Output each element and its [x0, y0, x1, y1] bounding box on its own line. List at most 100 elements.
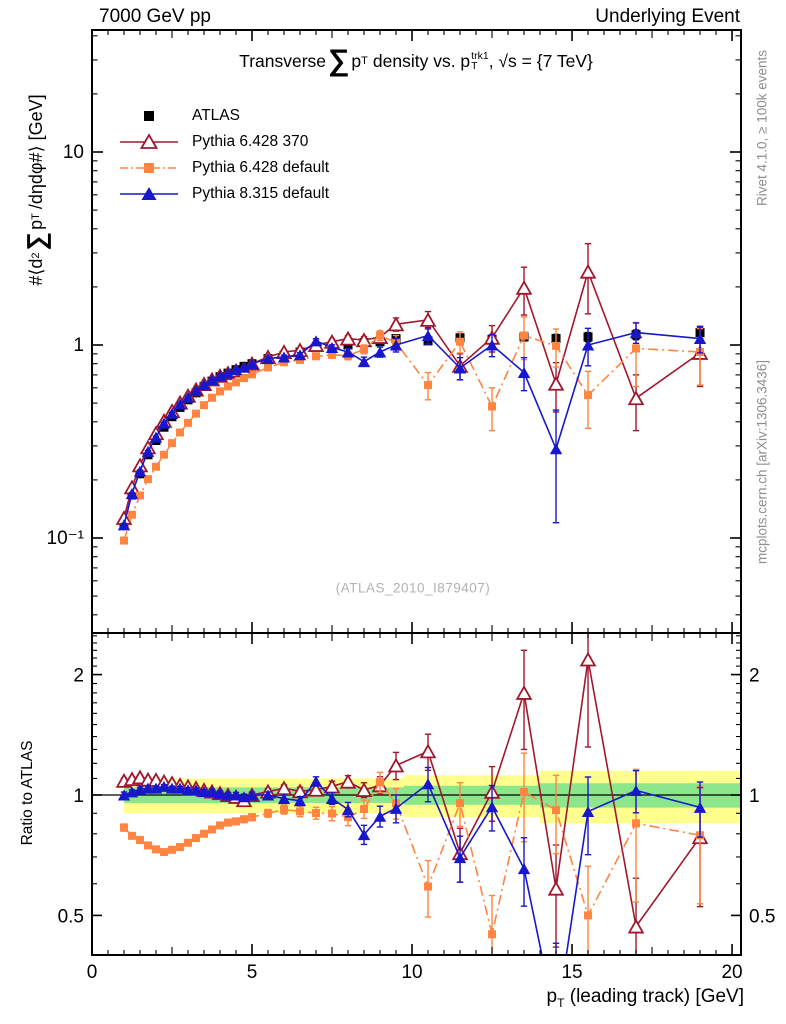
data-point [200, 401, 209, 410]
legend-item-pythia6_default: Pythia 6.428 default [118, 155, 329, 181]
data-point [339, 330, 357, 346]
data-point [245, 358, 259, 370]
data-point [240, 374, 249, 383]
data-point [192, 834, 201, 843]
plot-frames [91, 29, 742, 956]
data-point [117, 519, 131, 531]
data-point [245, 789, 259, 801]
data-point [136, 835, 145, 844]
series-line [123, 780, 701, 935]
data-point [387, 316, 405, 332]
data-point [168, 845, 177, 854]
data-point [152, 845, 161, 854]
title-trk-sub: T [471, 60, 478, 72]
title-trk-sup: trk1 [471, 49, 489, 62]
ylabel-sum-symbol: ∑ [21, 231, 51, 251]
data-point [387, 757, 405, 773]
data-point [456, 337, 465, 346]
data-point [312, 809, 321, 818]
data-point [160, 848, 169, 857]
ylabel-frag-a: #⟨d [25, 258, 46, 286]
analysis-group-label: Underlying Event [595, 6, 740, 27]
data-point [309, 335, 323, 347]
data-point [325, 793, 339, 805]
data-point [189, 384, 203, 396]
data-point [355, 782, 373, 797]
data-point [117, 789, 131, 801]
square-filled-icon [144, 111, 154, 121]
axis-tick-labels: 0 5 10 15 20 10 1 10⁻¹ 2 2 1 1 0.5 0.5 [47, 142, 776, 983]
data-point [205, 373, 219, 385]
data-point [224, 382, 233, 391]
ylabel-frag-b: p [25, 219, 46, 230]
data-point [360, 805, 369, 814]
data-point [141, 445, 155, 457]
data-point [173, 782, 187, 794]
data-point [328, 350, 337, 359]
axis-ticks [92, 30, 741, 955]
data-point [232, 378, 241, 387]
legend-label: Pythia 6.428 370 [192, 133, 309, 150]
data-point [189, 784, 203, 796]
data-point [547, 880, 565, 896]
data-point [453, 362, 467, 374]
data-point [341, 803, 355, 815]
mcplots-reference-note: mcplots.cern.ch [arXiv:1306.3436] [754, 359, 770, 565]
data-point [520, 787, 529, 796]
y-tick-label-main: 1 [73, 335, 84, 356]
data-point [216, 387, 225, 396]
x-tick-label: 20 [721, 962, 742, 983]
title-p: p [351, 50, 362, 71]
data-point [213, 787, 227, 799]
data-point [248, 813, 257, 822]
data-point [341, 346, 355, 358]
data-point [376, 778, 385, 787]
data-point [237, 361, 251, 373]
data-point [325, 342, 339, 354]
y-tick-label-ratio-right: 0.5 [749, 906, 775, 927]
data-point [579, 651, 597, 667]
data-point [339, 773, 357, 789]
ylabel-sub: T [30, 213, 42, 220]
ylabel-sup: 2 [30, 252, 42, 259]
square-filled-icon [120, 163, 178, 173]
data-point [248, 370, 257, 379]
data-point [389, 339, 403, 351]
data-point [221, 789, 235, 801]
data-point [149, 431, 163, 443]
y-tick-label-ratio-left: 1 [73, 786, 84, 807]
data-point [184, 418, 193, 427]
data-point [229, 789, 243, 801]
data-point [584, 391, 593, 400]
data-point [176, 428, 185, 437]
data-point [120, 536, 129, 545]
data-point [515, 685, 533, 700]
data-point [517, 367, 531, 379]
series-atlas [119, 326, 705, 530]
data-point [515, 279, 533, 295]
data-point [181, 391, 195, 403]
x-tick-label: 10 [401, 962, 422, 983]
data-point [293, 795, 307, 807]
data-point [584, 911, 593, 920]
legend-item-pythia6_370: Pythia 6.428 370 [118, 129, 329, 155]
data-point [261, 353, 275, 365]
data-point [152, 462, 161, 471]
ratio-panel-frame [91, 632, 742, 956]
series-line [123, 331, 701, 526]
analysis-id-watermark: (ATLAS_2010_I879407) [335, 580, 491, 596]
data-point [456, 799, 465, 808]
data-point [208, 393, 217, 402]
data-point [360, 345, 369, 354]
data-point [328, 809, 337, 818]
y-tick-label-ratio-left: 2 [73, 666, 84, 687]
data-point [168, 439, 177, 448]
data-point [419, 743, 437, 759]
data-point [632, 819, 641, 828]
data-point [157, 417, 171, 429]
legend-label: Pythia 6.428 default [192, 159, 330, 176]
data-point [424, 381, 433, 390]
